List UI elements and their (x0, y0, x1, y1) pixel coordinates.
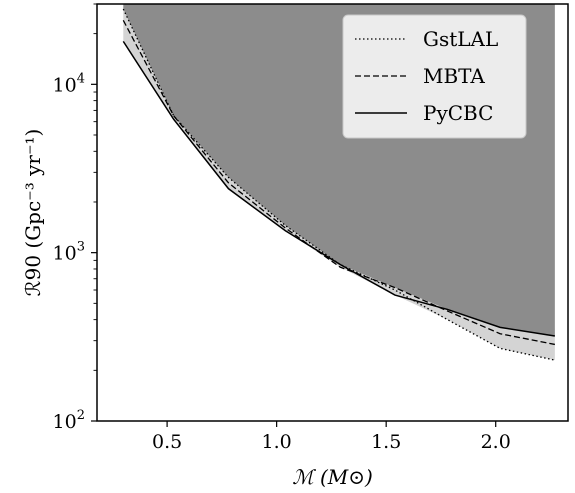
legend-label-gstlal: GstLAL (423, 27, 498, 51)
axis-ticks: 0.5 1.0 1.5 2.0 102 103 104 (53, 3, 511, 453)
legend-label-pycbc: PyCBC (423, 101, 493, 125)
legend-box (342, 14, 527, 139)
x-axis-label: ℳ (M⊙) (292, 465, 373, 489)
series-line-pycbc (122, 40, 555, 337)
series-line-mbta (122, 20, 555, 346)
x-tick-label: 2.0 (481, 431, 511, 453)
y-tick-label: 103 (53, 240, 85, 265)
axis-labels: ℳ (M⊙) ℛ90 (Gpc⁻³ yr⁻¹) (21, 129, 373, 489)
x-tick-label: 0.5 (152, 431, 182, 453)
y-axis-label: ℛ90 (Gpc⁻³ yr⁻¹) (21, 129, 45, 297)
y-tick-label: 104 (53, 71, 85, 96)
legend: GstLAL MBTA PyCBC (342, 14, 527, 139)
x-tick-label: 1.5 (371, 431, 401, 453)
y-tick-label: 102 (53, 408, 85, 433)
axes-frame (96, 3, 569, 422)
legend-label-mbta: MBTA (423, 64, 485, 88)
x-tick-label: 1.0 (262, 431, 292, 453)
